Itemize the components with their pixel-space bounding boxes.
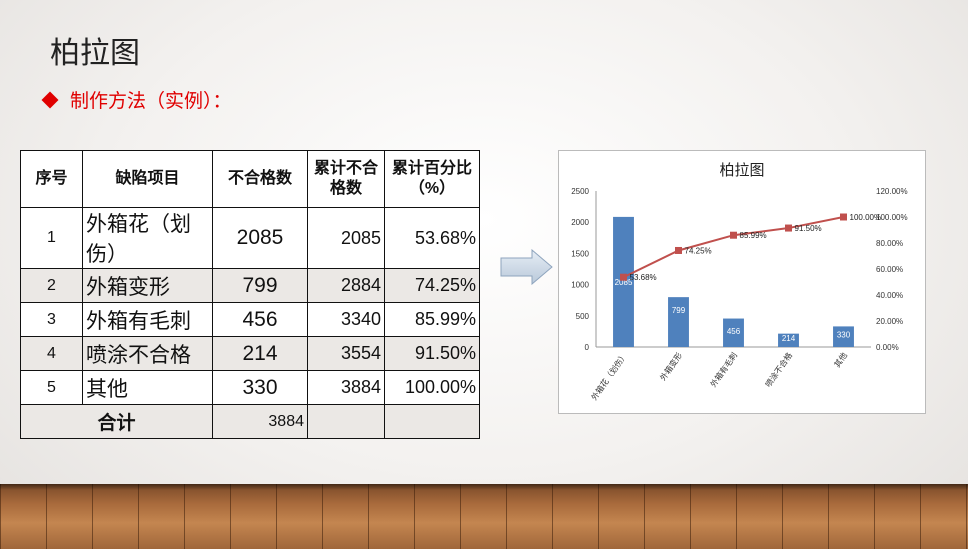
cell-pct: 53.68% bbox=[384, 207, 480, 269]
x-tick-label: 喷涂不合格 bbox=[763, 350, 794, 389]
bar bbox=[833, 326, 854, 347]
cell-item: 喷涂不合格 bbox=[82, 336, 213, 371]
cell-count: 214 bbox=[212, 336, 308, 371]
cell-cum: 2884 bbox=[307, 268, 385, 303]
cell-no: 4 bbox=[20, 336, 83, 371]
table-total-row: 合计 3884 bbox=[20, 404, 480, 439]
cumulative-point bbox=[785, 224, 792, 232]
cell-no: 2 bbox=[20, 268, 83, 303]
y2-tick-label: 120.00% bbox=[876, 187, 908, 196]
cumulative-point bbox=[840, 213, 847, 221]
cell-pct: 91.50% bbox=[384, 336, 480, 371]
cell-count: 2085 bbox=[212, 207, 308, 269]
cell-pct: 100.00% bbox=[384, 370, 480, 405]
y-tick-label: 0 bbox=[585, 343, 590, 352]
cell-cum: 2085 bbox=[307, 207, 385, 269]
cell-item: 外箱有毛刺 bbox=[82, 302, 213, 337]
cell-item: 外箱花（划伤） bbox=[82, 207, 213, 269]
total-label: 合计 bbox=[20, 404, 213, 439]
cell-cum: 3340 bbox=[307, 302, 385, 337]
cell-pct: 74.25% bbox=[384, 268, 480, 303]
x-tick-label: 外箱有毛刺 bbox=[708, 350, 739, 389]
header-item: 缺陷项目 bbox=[82, 150, 213, 208]
bar-data-label: 456 bbox=[727, 327, 741, 336]
defect-table: 序号 缺陷项目 不合格数 累计不合格数 累计百分比（%） 1 外箱花（划伤） 2… bbox=[20, 150, 480, 439]
cumulative-point bbox=[675, 246, 682, 254]
y2-tick-label: 0.00% bbox=[876, 343, 899, 352]
x-tick-label: 外箱花（划伤） bbox=[589, 350, 629, 402]
bar bbox=[723, 318, 744, 347]
y2-tick-label: 100.00% bbox=[876, 213, 908, 222]
cell-item: 其他 bbox=[82, 370, 213, 405]
pareto-chart: 柏拉图 0 500 1000 1500 2000 2500 0.00% 20.00% 40.00%… bbox=[558, 150, 926, 414]
pareto-chart-svg: 柏拉图 0 500 1000 1500 2000 2500 0.00% 20.00% 40.00%… bbox=[571, 162, 908, 402]
line-data-label: 53.68% bbox=[630, 273, 657, 282]
header-pct: 累计百分比（%） bbox=[384, 150, 480, 208]
cell-cum: 3884 bbox=[307, 370, 385, 405]
y-tick-label: 2500 bbox=[571, 187, 589, 196]
x-tick-label: 其他 bbox=[832, 350, 849, 369]
cell-item: 外箱变形 bbox=[82, 268, 213, 303]
cell-cum: 3554 bbox=[307, 336, 385, 371]
diamond-bullet-icon bbox=[41, 91, 59, 108]
header-cum: 累计不合格数 bbox=[307, 150, 385, 208]
cumulative-point bbox=[620, 273, 627, 281]
table-header-row: 序号 缺陷项目 不合格数 累计不合格数 累计百分比（%） bbox=[20, 150, 480, 208]
y-tick-label: 1500 bbox=[571, 249, 589, 258]
bar bbox=[778, 333, 799, 347]
empty-cell bbox=[384, 404, 480, 439]
y2-tick-label: 80.00% bbox=[876, 239, 903, 248]
line-data-label: 85.99% bbox=[740, 231, 767, 240]
bar-data-label: 214 bbox=[782, 334, 796, 343]
cell-count: 799 bbox=[212, 268, 308, 303]
y-tick-label: 500 bbox=[576, 312, 590, 321]
slide-title: 柏拉图 bbox=[50, 36, 140, 71]
bar-data-label: 2085 bbox=[615, 278, 633, 287]
chart-title: 柏拉图 bbox=[719, 162, 764, 179]
cell-count: 456 bbox=[212, 302, 308, 337]
y-tick-label: 1000 bbox=[571, 281, 589, 290]
table-row: 3 外箱有毛刺 456 3340 85.99% bbox=[20, 302, 480, 337]
table-row: 1 外箱花（划伤） 2085 2085 53.68% bbox=[20, 207, 480, 269]
table-row: 2 外箱变形 799 2884 74.25% bbox=[20, 268, 480, 303]
table-row: 5 其他 330 3884 100.00% bbox=[20, 370, 480, 405]
bar-data-label: 799 bbox=[672, 306, 686, 315]
y2-tick-label: 40.00% bbox=[876, 291, 903, 300]
header-count: 不合格数 bbox=[212, 150, 308, 208]
y2-tick-label: 20.00% bbox=[876, 317, 903, 326]
slide-subtitle: 制作方法（实例）： bbox=[41, 86, 232, 113]
cumulative-point bbox=[730, 231, 737, 239]
right-arrow-icon bbox=[500, 249, 553, 285]
bar bbox=[668, 297, 689, 347]
subtitle-text: 制作方法（实例）： bbox=[70, 90, 232, 112]
total-value: 3884 bbox=[212, 404, 308, 439]
empty-cell bbox=[307, 404, 385, 439]
cell-no: 5 bbox=[20, 370, 83, 405]
cell-pct: 85.99% bbox=[384, 302, 480, 337]
bar-data-label: 330 bbox=[837, 331, 851, 340]
header-no: 序号 bbox=[20, 150, 83, 208]
x-tick-label: 外箱变形 bbox=[658, 350, 685, 382]
cell-no: 3 bbox=[20, 302, 83, 337]
y-tick-label: 2000 bbox=[571, 218, 589, 227]
y2-tick-label: 60.00% bbox=[876, 265, 903, 274]
cell-count: 330 bbox=[212, 370, 308, 405]
wood-floor-decoration bbox=[0, 484, 968, 549]
bar bbox=[613, 216, 634, 347]
line-data-label: 74.25% bbox=[685, 246, 712, 255]
line-data-label: 100.00% bbox=[850, 213, 882, 222]
table-row: 4 喷涂不合格 214 3554 91.50% bbox=[20, 336, 480, 371]
line-data-label: 91.50% bbox=[795, 224, 822, 233]
cell-no: 1 bbox=[20, 207, 83, 269]
